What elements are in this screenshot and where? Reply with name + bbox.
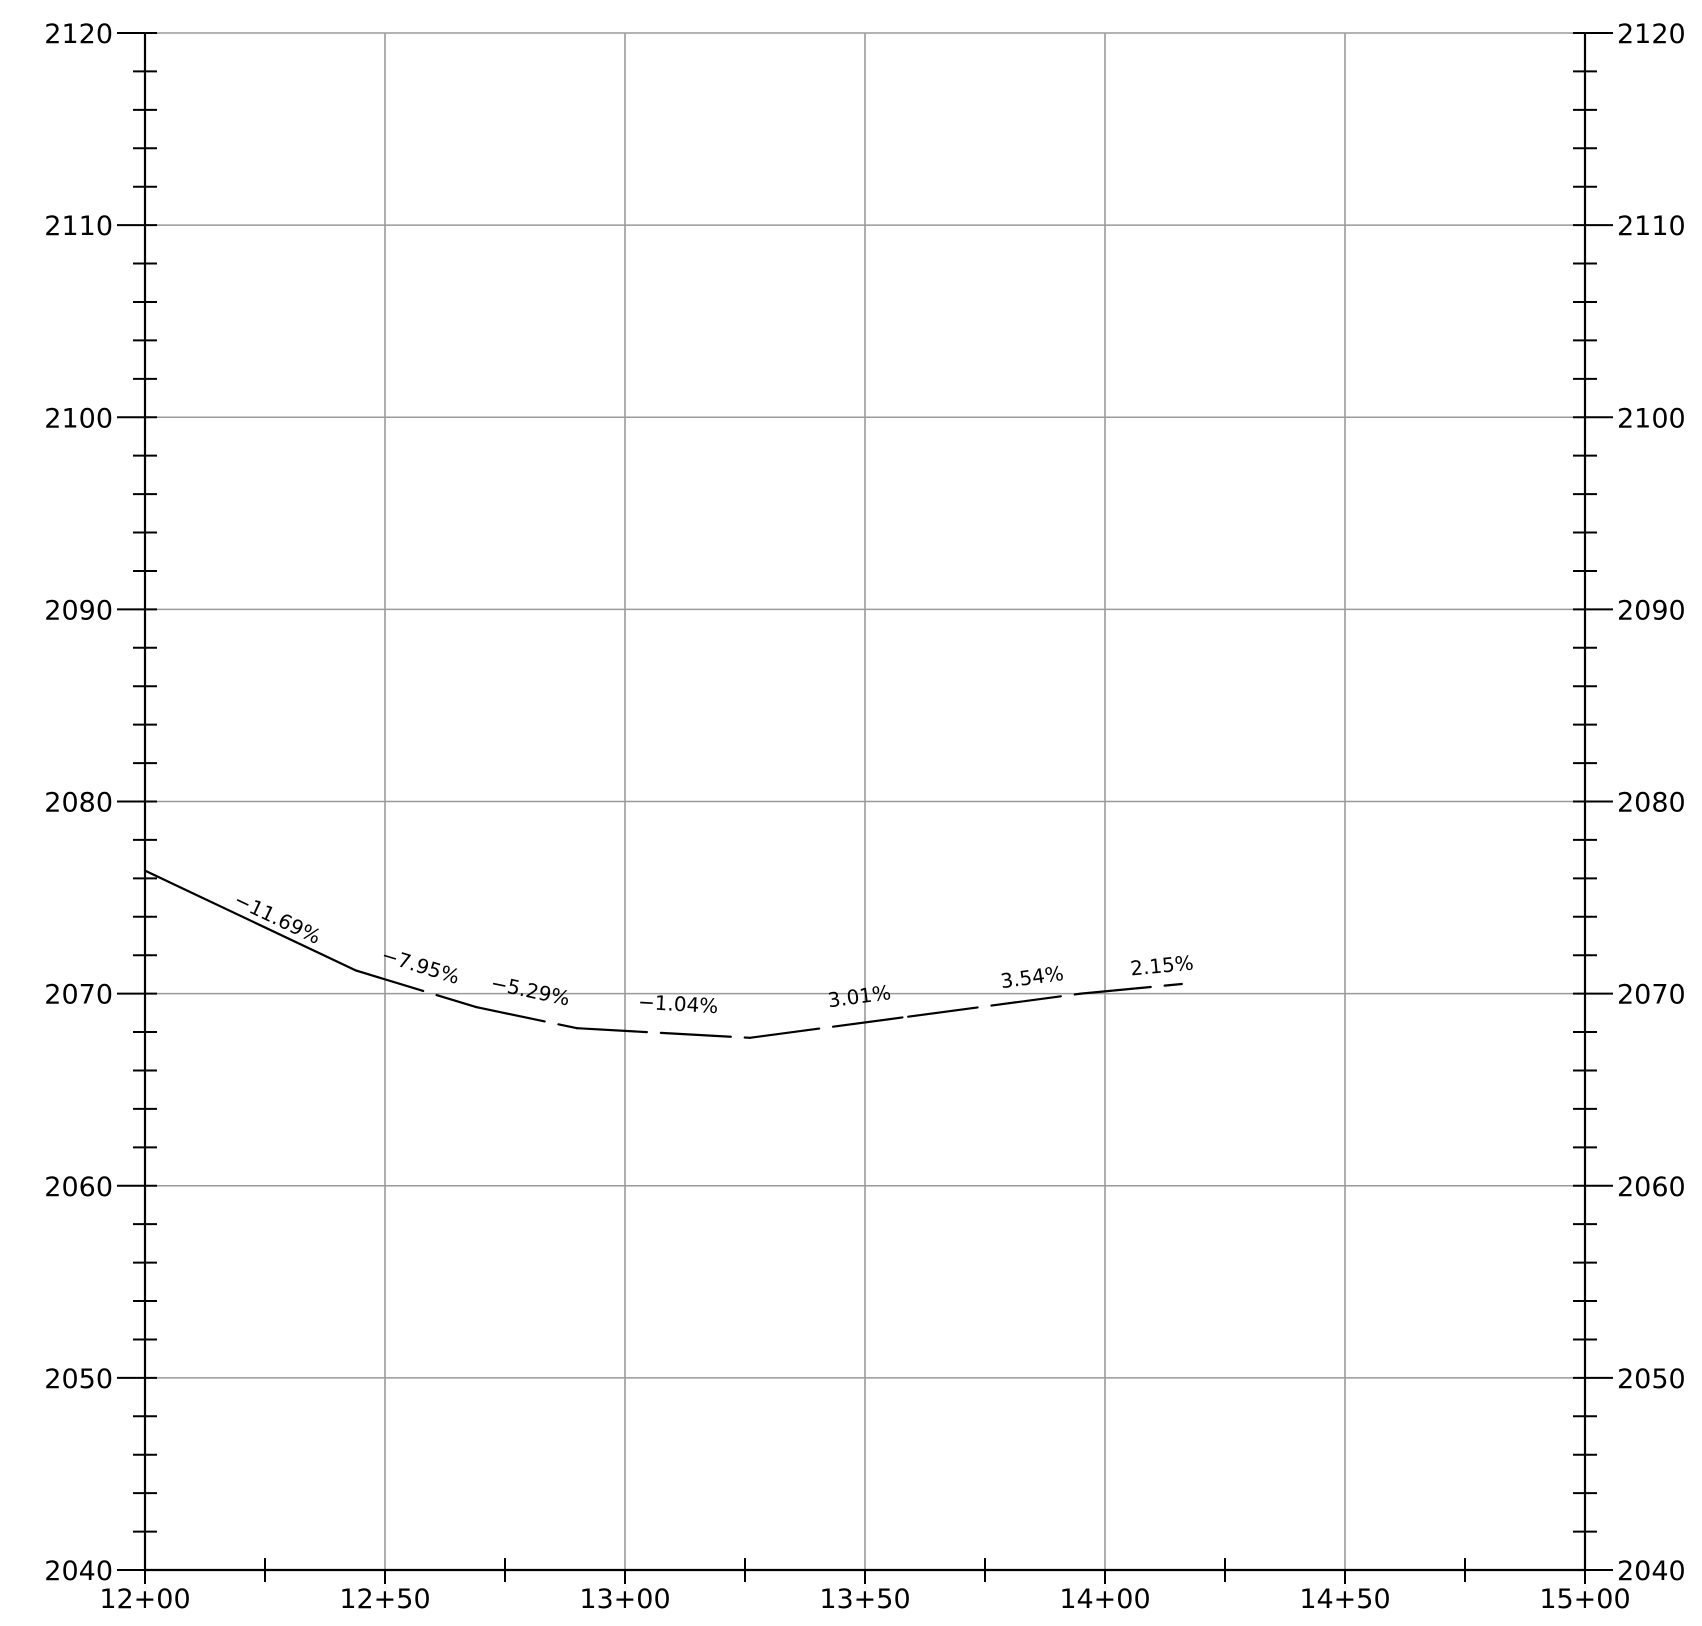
y-tick-label-left: 2110 [44, 211, 113, 242]
y-tick-label-right: 2040 [1617, 1556, 1686, 1587]
y-tick-label-left: 2050 [44, 1364, 113, 1395]
grid-lines [145, 32, 1585, 1570]
y-tick-label-right: 2100 [1617, 403, 1686, 434]
x-tick-label: 12+50 [339, 1584, 430, 1615]
profile-segment [907, 992, 1083, 1018]
x-tick-label: 12+00 [99, 1584, 190, 1615]
y-tick-label-right: 2070 [1617, 980, 1686, 1011]
x-tick-label: 15+00 [1539, 1584, 1630, 1615]
profile-segment [575, 1027, 751, 1039]
y-tick-label-right: 2080 [1617, 788, 1686, 819]
y-tick-label-left: 2070 [44, 980, 113, 1011]
profile-segment [1079, 982, 1183, 995]
y-tick-label-right: 2120 [1617, 19, 1686, 50]
x-tick-label: 13+50 [819, 1584, 910, 1615]
y-tick-label-left: 2120 [44, 19, 113, 50]
y-tick-label-left: 2100 [44, 403, 113, 434]
grade-label: −1.04% [637, 990, 719, 1018]
x-tick-label: 14+00 [1059, 1584, 1150, 1615]
y-tick-label-right: 2060 [1617, 1172, 1686, 1203]
y-tick-label-right: 2110 [1617, 211, 1686, 242]
profile-segment [355, 969, 478, 1009]
y-tick-label-right: 2090 [1617, 595, 1686, 626]
y-tick-label-left: 2080 [44, 788, 113, 819]
profile-series [143, 869, 1183, 1039]
y-tick-label-left: 2090 [44, 595, 113, 626]
x-tick-label: 13+00 [579, 1584, 670, 1615]
axis-ticks [117, 32, 1613, 1584]
profile-segment [748, 1015, 910, 1039]
x-tick-label: 14+50 [1299, 1584, 1390, 1615]
profile-segment [475, 1005, 579, 1030]
y-tick-label-right: 2050 [1617, 1364, 1686, 1395]
y-tick-label-left: 2060 [44, 1172, 113, 1203]
axis-tick-labels: 2040 2040 2050 2050 2060 2060 2070 2070 2080 2080… [44, 19, 1685, 1615]
profile-segment [143, 869, 358, 972]
y-tick-label-left: 2040 [44, 1556, 113, 1587]
grade-label: 2.15% [1129, 951, 1195, 981]
